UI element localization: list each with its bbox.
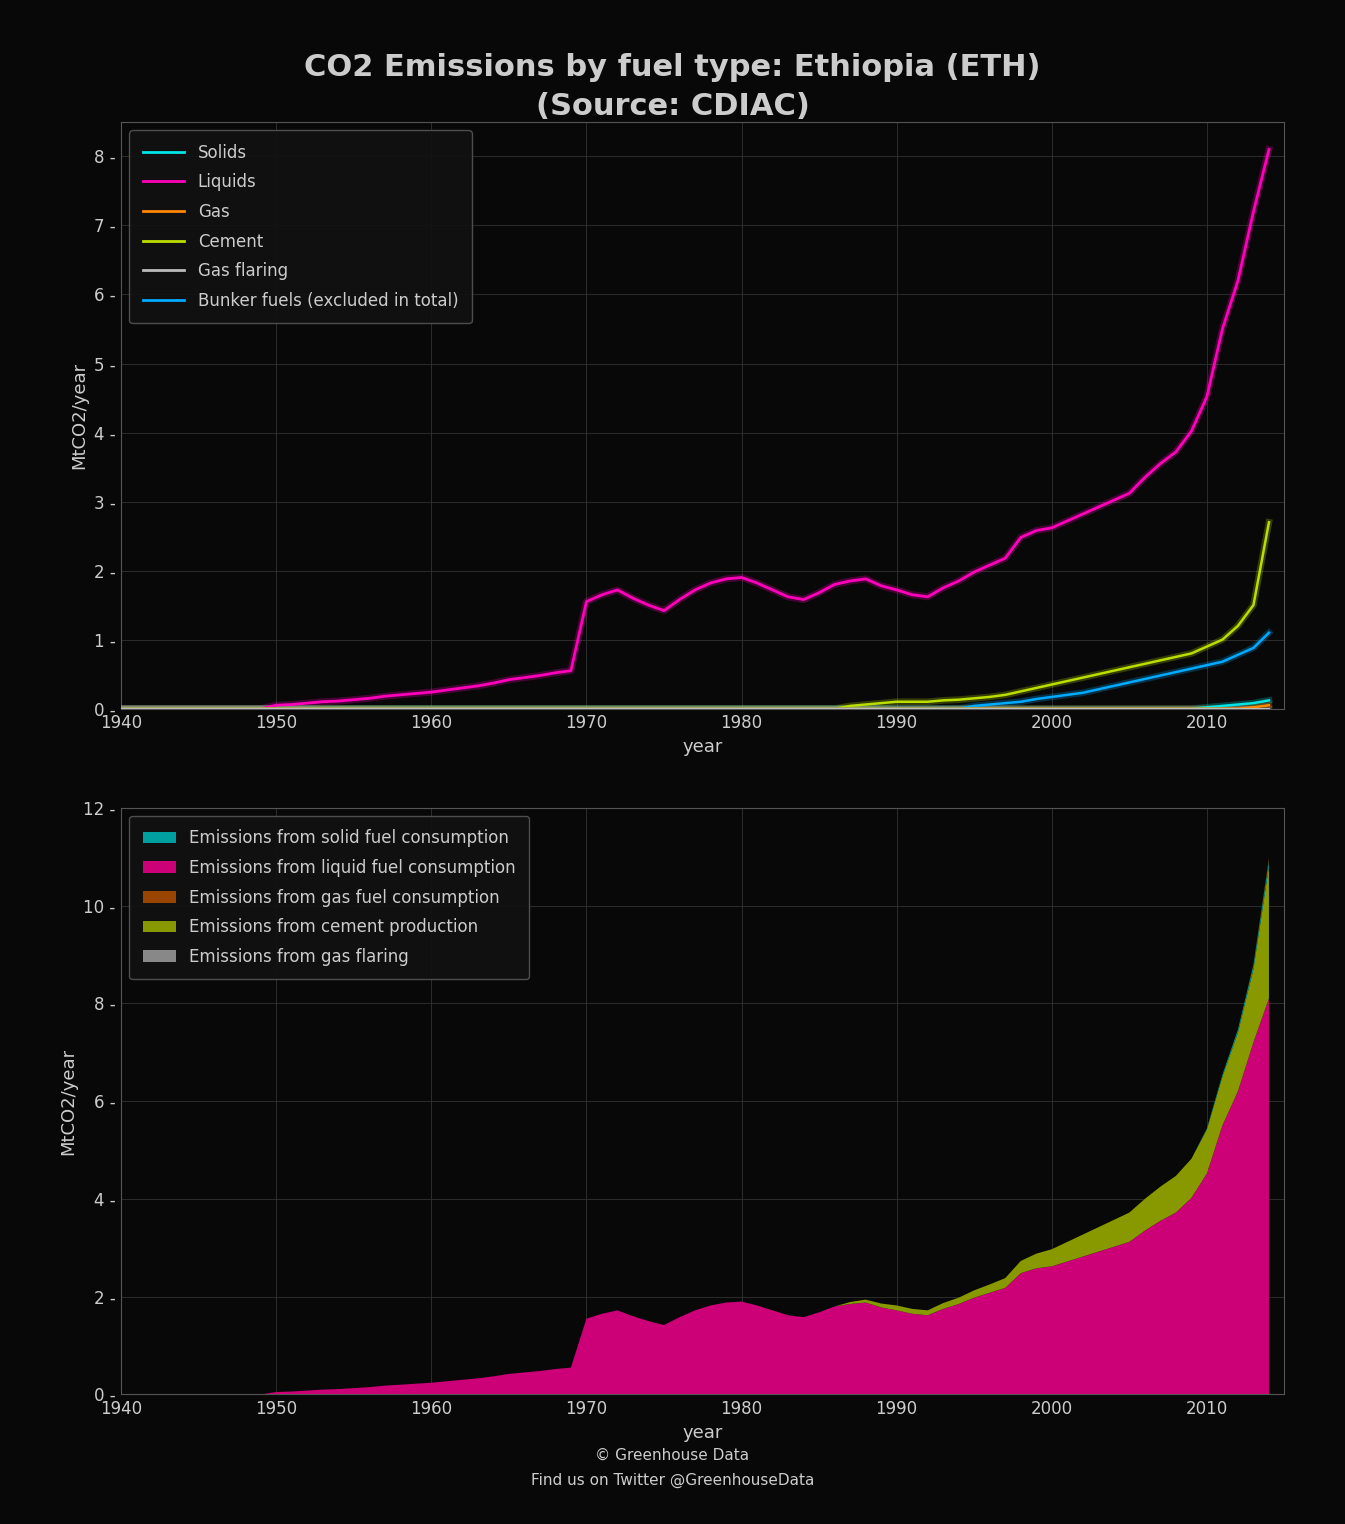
- Text: © Greenhouse Data: © Greenhouse Data: [596, 1448, 749, 1463]
- X-axis label: year: year: [682, 738, 724, 756]
- Legend: Emissions from solid fuel consumption, Emissions from liquid fuel consumption, E: Emissions from solid fuel consumption, E…: [129, 815, 530, 980]
- Text: CO2 Emissions by fuel type: Ethiopia (ETH)
(Source: CDIAC): CO2 Emissions by fuel type: Ethiopia (ET…: [304, 53, 1041, 120]
- Legend: Solids, Liquids, Gas, Cement, Gas flaring, Bunker fuels (excluded in total): Solids, Liquids, Gas, Cement, Gas flarin…: [129, 130, 472, 323]
- X-axis label: year: year: [682, 1423, 724, 1442]
- Y-axis label: MtCO2/year: MtCO2/year: [59, 1047, 78, 1155]
- Text: Find us on Twitter @GreenhouseData: Find us on Twitter @GreenhouseData: [531, 1472, 814, 1487]
- Y-axis label: MtCO2/year: MtCO2/year: [70, 361, 89, 469]
